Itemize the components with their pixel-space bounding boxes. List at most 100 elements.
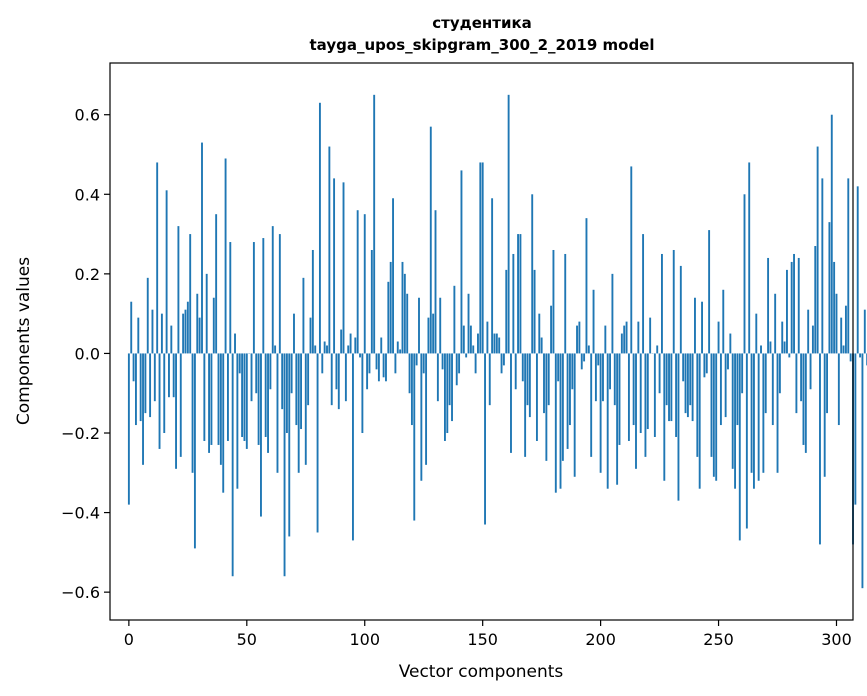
bar-79 [314,345,317,354]
bar-91 [342,182,345,354]
bar-155 [493,333,496,354]
bar-244 [703,353,706,378]
bar-301 [837,353,840,426]
bar-108 [382,353,385,378]
bar-85 [328,146,331,354]
bar-111 [389,261,392,354]
bar-42 [226,353,229,441]
bar-48 [241,353,244,437]
bar-72 [297,353,300,473]
bar-276 [778,353,781,394]
bar-179 [550,305,553,354]
bar-22 [179,353,182,457]
y-axis-ticks: −0.6 −0.4 −0.2 0.0 0.2 0.4 0.6 [61,106,110,602]
x-tick-label-300: 300 [821,630,852,649]
bar-131 [436,353,439,402]
bar-109 [385,353,387,382]
bar-78 [311,249,314,354]
bar-114 [396,341,399,354]
bar-250 [717,321,720,354]
bar-57 [262,238,265,354]
bar-294 [821,178,824,354]
bar-258 [736,353,739,426]
bar-268 [760,345,762,354]
y-tick-label-3: 0.0 [75,344,100,363]
bar-58 [264,353,267,437]
bar-82 [321,353,324,374]
bar-287 [804,353,807,453]
bar-167 [521,353,524,382]
bar-112 [392,198,394,354]
bar-121 [413,353,416,521]
bar-297 [828,222,831,354]
y-tick-label-5: 0.4 [75,185,100,204]
bar-172 [533,269,536,354]
bar-302 [840,317,843,354]
bar-24 [184,309,187,354]
bars-group [127,94,867,589]
bar-239 [691,353,694,422]
bar-150 [481,162,484,354]
bar-26 [189,234,192,354]
bar-50 [245,353,248,449]
bar-90 [340,329,343,354]
bar-55 [257,353,260,445]
bar-80 [316,353,319,533]
bar-129 [432,313,435,354]
bar-117 [403,273,406,354]
bar-173 [535,353,538,441]
bar-92 [344,353,347,402]
bar-187 [569,353,571,426]
bar-275 [776,353,779,473]
bar-13 [158,353,161,449]
bar-93 [347,345,350,354]
bar-247 [710,353,713,457]
x-axis-ticks: 0 50 100 150 200 250 300 [124,620,852,649]
bar-190 [576,325,578,354]
bar-157 [498,337,501,354]
bar-154 [491,198,494,354]
y-tick-label-6: 0.6 [75,106,100,125]
bar-188 [571,353,574,390]
bar-237 [686,353,689,418]
bar-213 [630,166,633,354]
bar-63 [276,353,279,473]
x-tick-label-250: 250 [703,630,734,649]
bar-168 [524,353,527,457]
bar-29 [196,293,199,354]
bar-77 [309,317,312,354]
bar-115 [399,349,402,354]
bar-277 [781,321,784,354]
bar-299 [833,261,836,354]
bar-1 [130,301,133,354]
bar-217 [639,353,642,434]
bar-38 [217,353,220,445]
bar-255 [729,333,732,354]
bar-5 [139,353,142,422]
bar-99 [361,353,364,434]
bar-209 [620,333,623,354]
bar-151 [484,353,486,525]
bar-300 [835,293,838,354]
plot-frame [109,62,854,621]
bar-194 [585,218,588,354]
bar-8 [146,277,149,354]
bar-147 [474,353,477,374]
bar-60 [269,353,272,390]
bar-33 [205,273,208,354]
bar-130 [434,210,437,354]
bar-284 [797,257,800,354]
bar-311 [861,353,864,589]
bar-59 [267,353,269,453]
bar-76 [307,353,310,406]
bar-236 [684,353,687,414]
bar-135 [446,353,449,434]
bar-17 [168,353,170,398]
bar-267 [757,353,760,481]
bar-274 [774,293,777,354]
bar-28 [193,353,196,549]
bar-160 [505,269,508,354]
bar-312 [863,309,866,354]
bar-308 [854,353,857,505]
